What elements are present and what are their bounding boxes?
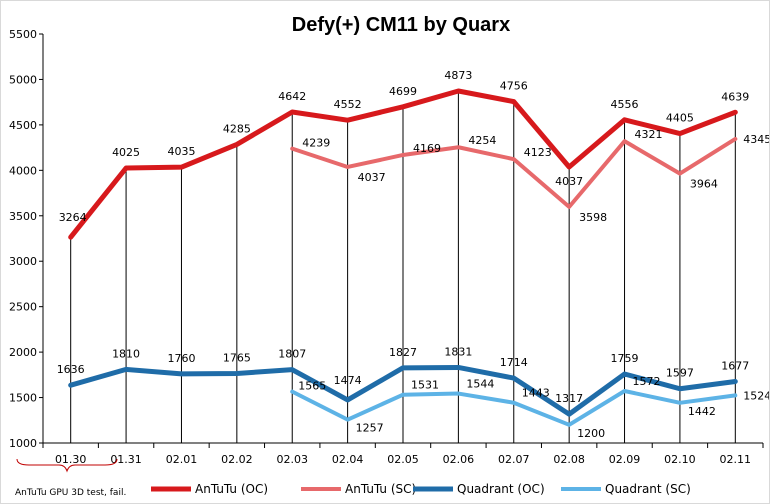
data-label: 1807	[278, 348, 306, 361]
x-tick-label: 02.09	[609, 453, 641, 466]
data-label: 4405	[666, 112, 694, 125]
y-tick-label: 3000	[9, 255, 37, 268]
data-label: 4699	[389, 85, 417, 98]
x-tick-label: 02.03	[276, 453, 308, 466]
y-tick-label: 4500	[9, 119, 37, 132]
x-tick-label: 02.06	[443, 453, 475, 466]
data-label: 1636	[57, 363, 85, 376]
data-label: 4169	[413, 142, 441, 155]
data-label: 4756	[500, 80, 528, 93]
legend: AnTuTu (OC) AnTuTu (SC) Quadrant (OC) Quadr…	[151, 482, 691, 496]
x-tick-label: 02.10	[664, 453, 696, 466]
y-tick-label: 2500	[9, 301, 37, 314]
data-labels-layer: 3264 4025 4035 4285 4642 4552 4699 4873 4756 4037…	[57, 69, 769, 440]
x-tick-label: 02.07	[498, 453, 530, 466]
data-label: 1714	[500, 356, 528, 369]
annotation-text: AnTuTu GPU 3D test, fail.	[15, 488, 126, 498]
x-tick-label: 02.08	[553, 453, 585, 466]
data-label: 4035	[167, 145, 195, 158]
series-line-quadrant-oc	[68, 364, 738, 417]
data-label: 4552	[334, 98, 362, 111]
data-label: 1831	[444, 345, 472, 358]
y-tick-label: 3500	[9, 210, 37, 223]
series-layer	[68, 88, 738, 427]
data-label: 4254	[468, 134, 496, 147]
series-line-antutu-oc	[68, 88, 738, 240]
data-label: 4285	[223, 122, 251, 135]
x-tick-label: 02.04	[332, 453, 364, 466]
data-label: 1531	[411, 379, 439, 392]
data-label: 1677	[721, 359, 749, 372]
data-label: 1200	[577, 427, 605, 440]
data-label: 1565	[298, 380, 326, 393]
data-label: 4025	[112, 146, 140, 159]
y-tick-label: 1000	[9, 437, 37, 450]
y-tick-label: 4000	[9, 164, 37, 177]
data-label: 1572	[633, 375, 661, 388]
x-tick-label: 02.05	[387, 453, 419, 466]
x-tick-label: 01.31	[110, 453, 142, 466]
data-label: 1759	[611, 352, 639, 365]
axes-layer: 1000 1500 2000 2500 3000 3500 4000 4500 5000 5500…	[9, 28, 764, 466]
data-label: 4037	[555, 175, 583, 188]
legend-label: AnTuTu (OC)	[195, 482, 268, 496]
legend-label: Quadrant (SC)	[605, 482, 691, 496]
data-label: 1765	[223, 351, 251, 364]
annotation-layer: AnTuTu GPU 3D test, fail.	[15, 458, 126, 498]
drop-lines-layer	[70, 90, 736, 443]
data-label: 4345	[743, 133, 769, 146]
series-line-quadrant-sc	[290, 389, 738, 427]
series-line-antutu-sc	[290, 136, 738, 209]
data-label: 3264	[59, 211, 87, 224]
data-label: 1442	[688, 405, 716, 418]
y-tick-label: 5500	[9, 28, 37, 41]
x-tick-label: 02.02	[221, 453, 253, 466]
legend-label: AnTuTu (SC)	[345, 482, 416, 496]
data-label: 4873	[444, 69, 472, 82]
chart-title: Defy(+) CM11 by Quarx	[292, 14, 510, 36]
y-tick-label: 1500	[9, 392, 37, 405]
data-label: 1257	[356, 422, 384, 435]
y-tick-label: 2000	[9, 346, 37, 359]
data-label: 3598	[579, 211, 607, 224]
data-label: 1474	[334, 374, 362, 387]
data-label: 4239	[302, 137, 330, 150]
data-label: 4321	[635, 128, 663, 141]
data-label: 4642	[278, 90, 306, 103]
x-tick-label: 01.30	[55, 453, 87, 466]
data-label: 4037	[358, 171, 386, 184]
data-label: 1524	[743, 389, 769, 402]
legend-label: Quadrant (OC)	[457, 482, 545, 496]
data-label: 1760	[167, 352, 195, 365]
data-label: 4639	[721, 90, 749, 103]
data-label: 1810	[112, 347, 140, 360]
annotation-brace	[16, 458, 118, 473]
data-label: 1443	[522, 387, 550, 400]
data-label: 4123	[524, 146, 552, 159]
data-label: 4556	[611, 98, 639, 111]
x-tick-label: 02.11	[720, 453, 752, 466]
data-label: 1317	[555, 392, 583, 405]
data-label: 3964	[690, 178, 718, 191]
y-tick-label: 5000	[9, 73, 37, 86]
data-label: 1544	[466, 378, 494, 391]
data-label: 1597	[666, 367, 694, 380]
x-tick-label: 02.01	[166, 453, 198, 466]
data-label: 1827	[389, 346, 417, 359]
